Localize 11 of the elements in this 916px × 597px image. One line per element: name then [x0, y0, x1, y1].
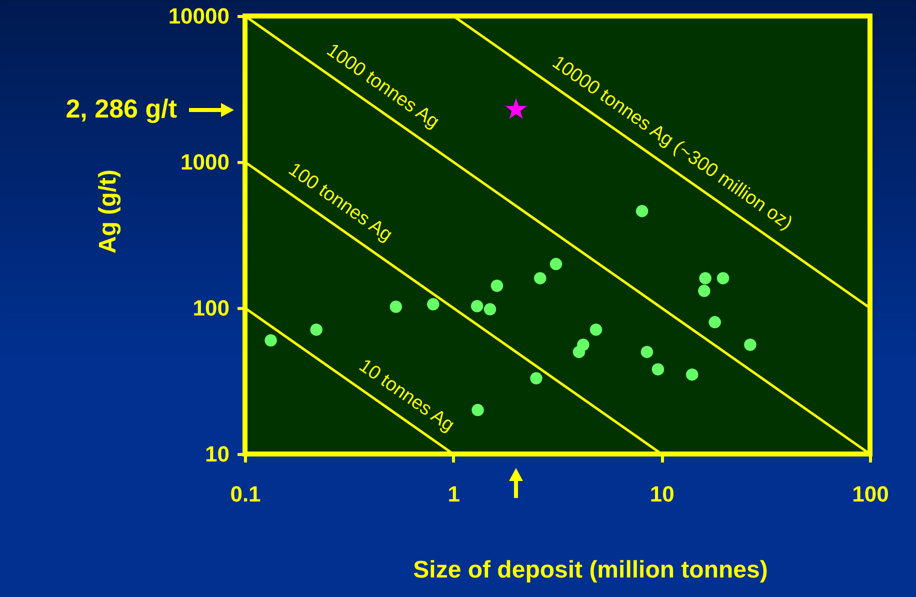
x-tick-label: 10 [650, 482, 674, 506]
x-axis-title: Size of deposit (million tonnes) [413, 556, 768, 584]
y-tick-label: 100 [192, 296, 230, 320]
x-tick-label: 0.1 [230, 482, 261, 506]
y-tick-label: 10000 [168, 4, 230, 28]
x-tick-label: 1 [448, 482, 460, 506]
y-tick-label: 10 [205, 442, 230, 466]
y-tick-label: 1000 [180, 150, 230, 174]
text: 2, 286 g/t [66, 94, 178, 124]
y-axis-title: Ag (g/t) [94, 170, 122, 254]
x-tick-label: 100 [852, 482, 889, 506]
